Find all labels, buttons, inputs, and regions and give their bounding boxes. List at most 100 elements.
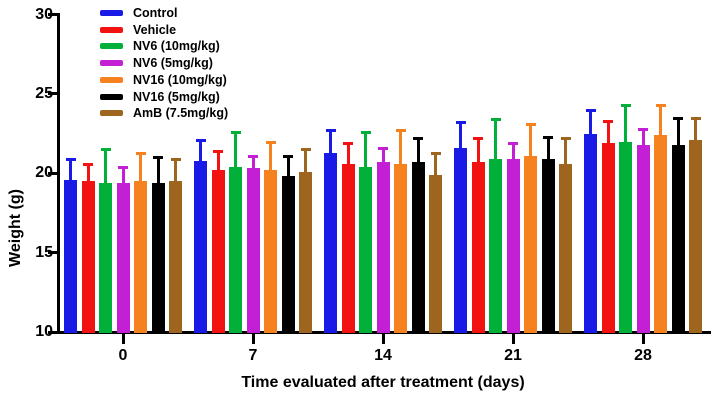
error-bar [606,120,610,148]
x-tick [381,334,385,344]
legend-label-2: Vehicle [133,22,177,37]
error-bar [364,131,367,171]
legend-marker-7 [100,110,123,117]
error-bar-cap [490,118,501,122]
legend-label-6: NV16 (5mg/kg) [133,89,220,104]
bar-nv16-10mg-kg--day-14 [394,163,407,333]
bar-nv16-10mg-kg--day-28 [654,135,667,333]
legend-label-1: Control [133,6,178,20]
x-axis-title: Time evaluated after treatment (days) [241,374,525,391]
bar-nv6-5mg-kg--day-28 [636,144,650,333]
error-bar [659,104,662,140]
x-tick [251,334,255,344]
bar-nv16-5mg-kg--day-21 [541,158,555,333]
error-bar [434,152,437,179]
y-tick-label: 30 [35,5,53,23]
y-tick-label: 10 [35,323,53,340]
error-bar [304,149,307,176]
x-tick [121,334,125,344]
y-tick [48,171,57,175]
legend-marker-1 [100,10,123,16]
bar-amb-7-5mg-kg--day-7 [299,171,312,333]
error-bar [216,151,220,175]
legend-label-3: NV6 (10mg/kg) [133,39,220,54]
error-bar [174,158,177,186]
y-axis-spine [57,13,60,334]
error-bar-cap [690,116,701,120]
error-bar-cap [230,130,241,134]
error-bar [624,104,627,146]
error-bar [459,122,462,152]
error-bar-cap [325,129,336,133]
bar-nv6-5mg-kg--day-21 [506,158,520,333]
bar-vehicle-day-7 [211,170,225,333]
error-bar [641,128,645,149]
error-bar [511,143,515,163]
error-bar [381,147,385,167]
y-tick-label: 20 [35,164,53,182]
error-bar-cap [135,151,146,155]
error-bar [156,157,160,187]
error-bar-cap [195,138,206,142]
x-tick [641,334,645,344]
legend-marker-4 [100,60,123,67]
x-tick-label: 28 [634,347,652,364]
error-bar [694,117,697,144]
error-bar-cap [655,103,666,107]
error-bar-cap [153,156,163,160]
error-bar [104,149,107,187]
error-bar-cap [455,121,466,125]
error-bar [269,141,272,175]
bar-control-day-7 [194,160,207,333]
bar-nv6-10mg-kg--day-0 [99,182,112,333]
bar-nv6-10mg-kg--day-28 [619,141,632,333]
legend-label-7: AmB (7.5mg/kg) [133,106,229,121]
bar-control-day-14 [324,152,337,333]
error-bar [564,138,567,168]
error-bar [69,158,72,184]
error-bar [121,166,125,187]
error-bar [346,143,350,168]
error-bar-cap [638,127,648,131]
bar-nv16-5mg-kg--day-0 [151,182,165,333]
bar-nv16-10mg-kg--day-21 [524,155,537,333]
legend-label-5: NV16 (10mg/kg) [133,72,227,87]
y-tick-label: 15 [35,243,53,261]
legend-marker-3 [100,43,123,50]
bar-nv6-5mg-kg--day-0 [116,182,130,333]
error-bar-cap [118,165,128,169]
error-bar-cap [620,103,631,107]
error-bar-cap [100,148,111,152]
bar-amb-7-5mg-kg--day-28 [689,139,702,333]
error-bar-cap [525,123,536,127]
error-bar-cap [603,119,613,123]
error-bar [286,155,290,181]
y-tick [48,92,57,96]
error-bar [251,155,255,173]
x-tick-label: 14 [374,347,392,364]
error-bar-cap [585,108,596,112]
error-bar-cap [673,116,683,120]
error-bar-cap [213,150,223,154]
bar-nv6-10mg-kg--day-14 [359,166,372,333]
error-bar [589,109,592,138]
error-bar-cap [248,154,258,158]
legend-marker-5 [100,76,123,83]
error-bar-cap [65,157,76,161]
y-tick [48,13,57,16]
error-bar [329,130,332,157]
bar-nv16-10mg-kg--day-0 [134,181,147,333]
x-tick-label: 21 [504,347,522,364]
error-bar-cap [360,130,371,134]
bar-control-day-0 [64,179,77,333]
error-bar [399,130,402,168]
y-axis-title: Weight (g) [7,189,24,267]
x-tick-label: 0 [118,347,128,364]
error-bar [416,138,420,167]
bar-nv6-5mg-kg--day-14 [376,162,390,333]
error-bar [546,136,550,163]
bar-nv16-10mg-kg--day-7 [264,170,277,333]
x-tick [511,334,515,344]
bar-nv6-10mg-kg--day-21 [489,158,502,333]
